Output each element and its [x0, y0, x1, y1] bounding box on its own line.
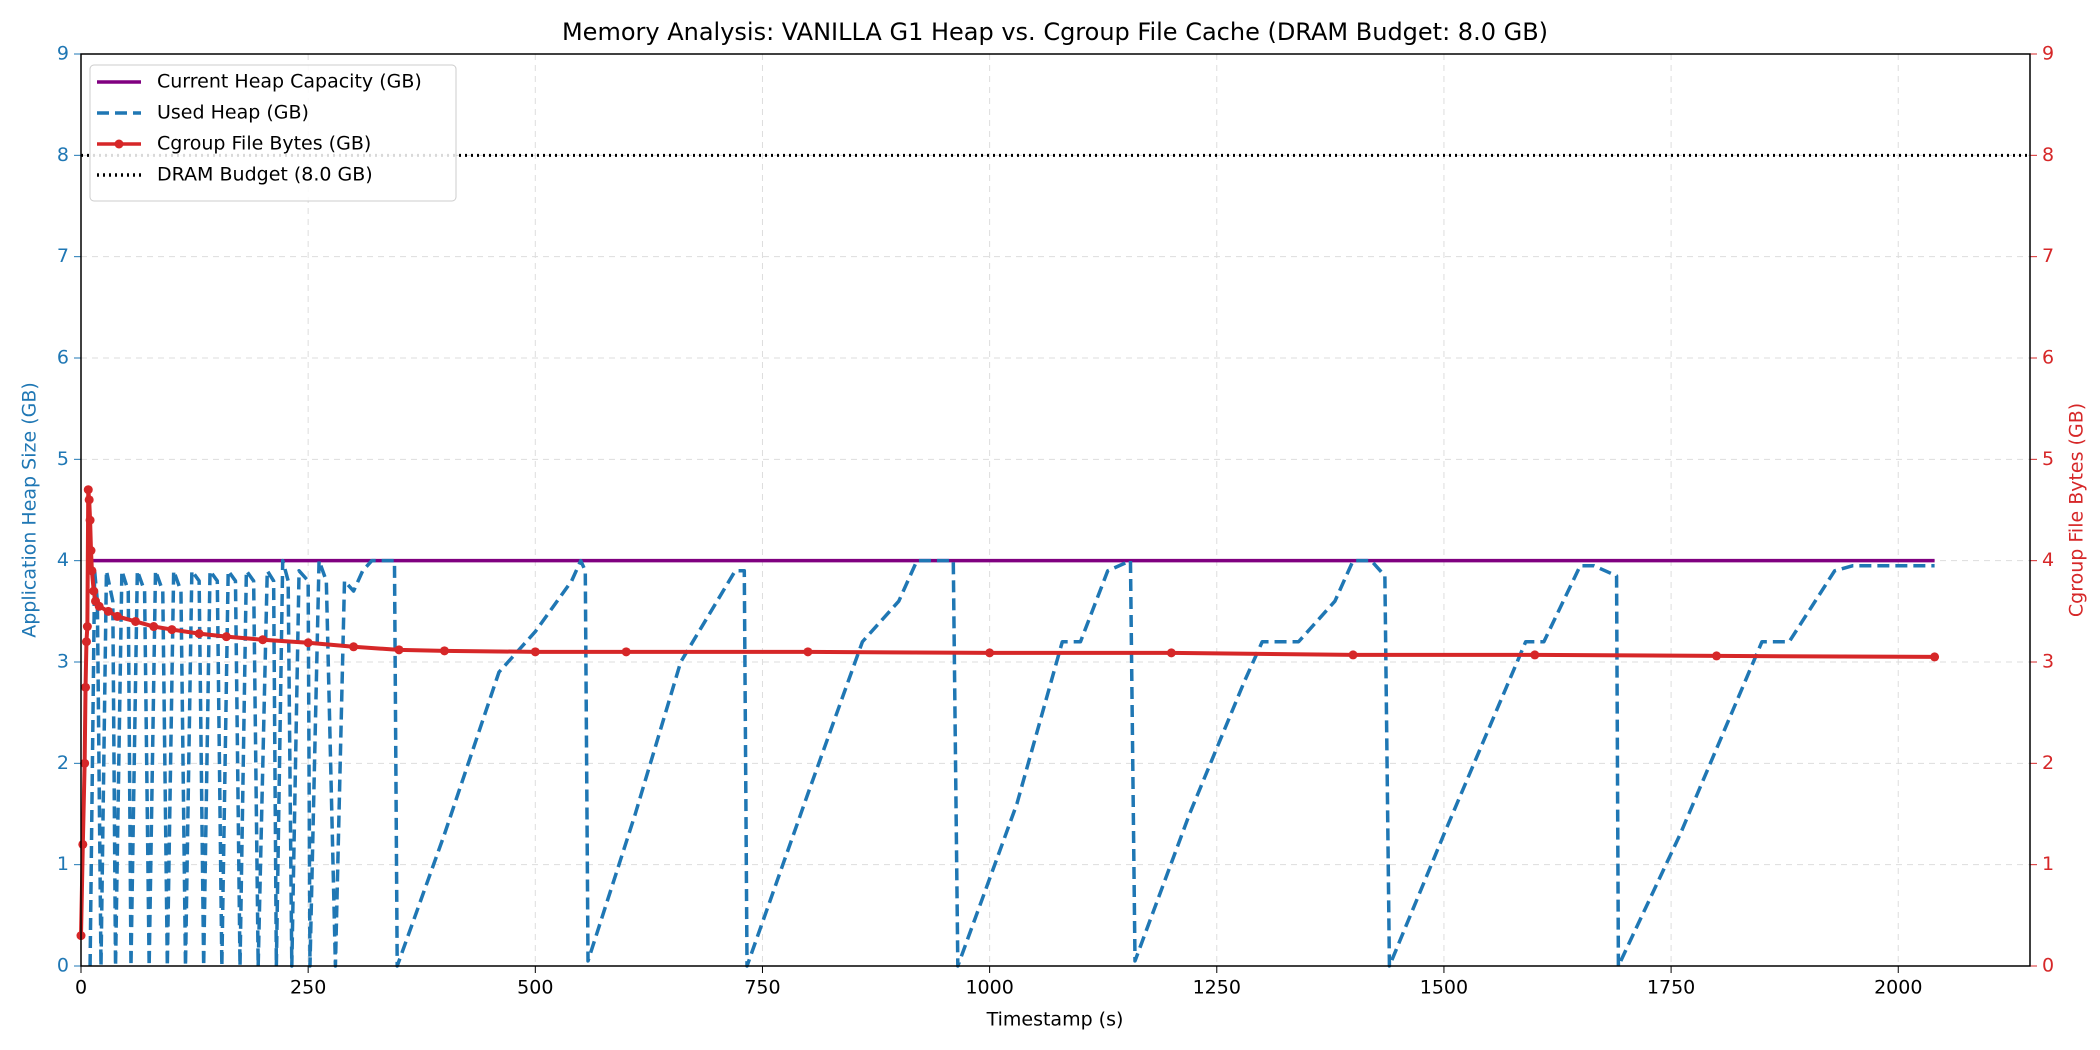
- series-marker: [1348, 650, 1358, 660]
- series-line: [88, 558, 1935, 968]
- x-tick-label: 1500: [1420, 977, 1468, 999]
- series-marker: [394, 645, 404, 655]
- series-marker: [258, 635, 268, 645]
- series-marker: [1930, 652, 1940, 662]
- x-tick-label: 250: [290, 977, 326, 999]
- legend-label: DRAM Budget (8.0 GB): [157, 164, 373, 186]
- series-marker: [83, 485, 93, 495]
- legend-box: [89, 64, 457, 202]
- plot-frame: [80, 53, 2031, 967]
- y-tick-label: 9: [57, 43, 69, 65]
- y2-tick-label: 2: [2042, 752, 2054, 774]
- series-marker: [1530, 650, 1540, 660]
- y-tick-label: 7: [57, 245, 69, 267]
- series-marker: [87, 566, 97, 576]
- y-tick-label: 2: [57, 752, 69, 774]
- x-tick-label: 500: [517, 977, 553, 999]
- y2-axis-label: Cgroup File Bytes (GB): [2066, 403, 2088, 617]
- x-tick-label: 750: [744, 977, 780, 999]
- x-tick-label: 1000: [965, 977, 1013, 999]
- series-marker: [221, 632, 231, 642]
- y2-tick-label: 6: [2042, 347, 2054, 369]
- series-marker: [94, 601, 104, 611]
- series-marker: [621, 647, 631, 657]
- series-marker: [303, 638, 313, 648]
- y-tick-label: 8: [57, 144, 69, 166]
- series-marker: [530, 647, 540, 657]
- series-marker: [1166, 648, 1176, 658]
- series-line: [79, 487, 1935, 936]
- legend-label: Cgroup File Bytes (GB): [157, 133, 371, 155]
- series-marker: [167, 625, 177, 635]
- y-tick-label: 6: [57, 347, 69, 369]
- series-marker: [84, 495, 94, 505]
- series-marker: [80, 758, 90, 768]
- series-marker: [439, 646, 449, 656]
- y2-tick-label: 0: [2042, 955, 2054, 977]
- chart-title: Memory Analysis: VANILLA G1 Heap vs. Cgr…: [562, 18, 1548, 46]
- series-marker: [82, 622, 92, 632]
- y2-tick-label: 3: [2042, 651, 2054, 673]
- series-marker: [194, 629, 204, 639]
- legend-label: Used Heap (GB): [157, 102, 309, 124]
- y2-tick-label: 7: [2042, 245, 2054, 267]
- legend-marker: [114, 139, 124, 149]
- series-marker: [78, 839, 88, 849]
- series-marker: [112, 611, 122, 621]
- series-marker: [81, 637, 91, 647]
- y2-tick-label: 9: [2042, 43, 2054, 65]
- y-tick-label: 1: [57, 853, 69, 875]
- y2-tick-label: 8: [2042, 144, 2054, 166]
- x-tick-label: 1750: [1647, 977, 1695, 999]
- series-marker: [803, 647, 813, 657]
- y2-tick-label: 4: [2042, 549, 2054, 571]
- series-marker: [86, 546, 96, 556]
- series-marker: [1712, 651, 1722, 661]
- series-marker: [89, 586, 99, 596]
- y2-tick-label: 5: [2042, 448, 2054, 470]
- series-marker: [349, 642, 359, 652]
- x-tick-label: 0: [75, 977, 87, 999]
- x-axis-label: Timestamp (s): [986, 1009, 1124, 1031]
- y-tick-label: 0: [57, 955, 69, 977]
- legend-label: Current Heap Capacity (GB): [157, 71, 422, 93]
- series-marker: [85, 515, 95, 525]
- y-tick-label: 4: [57, 549, 69, 571]
- x-tick-label: 1250: [1193, 977, 1241, 999]
- series-marker: [103, 606, 113, 616]
- series-marker: [81, 682, 91, 692]
- y2-tick-label: 1: [2042, 853, 2054, 875]
- y-axis-label: Application Heap Size (GB): [19, 382, 41, 638]
- y-tick-label: 3: [57, 651, 69, 673]
- series-marker: [985, 648, 995, 658]
- series-marker: [131, 616, 141, 626]
- x-tick-label: 2000: [1874, 977, 1922, 999]
- series-marker: [149, 622, 159, 632]
- y-tick-label: 5: [57, 448, 69, 470]
